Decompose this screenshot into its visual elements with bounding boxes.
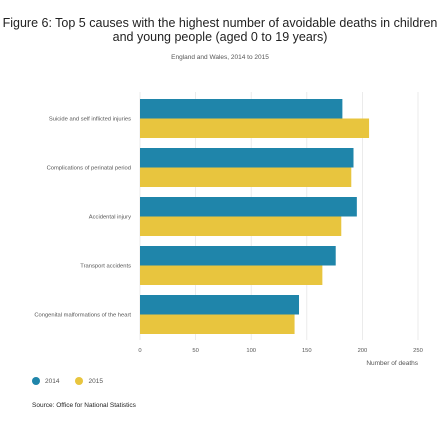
bar-2015	[140, 216, 342, 236]
bar-2015	[140, 118, 370, 138]
legend-item-2015: 2015	[75, 377, 103, 385]
category-labels: Suicide and self inflicted injuries Compl…	[34, 117, 131, 319]
bar-2015	[140, 167, 352, 187]
category-label: Suicide and self inflicted injuries	[49, 117, 131, 123]
x-tick-label: 150	[302, 348, 312, 354]
bars	[140, 99, 370, 334]
chart-title: Figure 6: Top 5 causes with the highest …	[2, 16, 438, 44]
category-label: Transport accidents	[80, 264, 131, 270]
legend: 2014 2015	[32, 377, 103, 385]
bar-2014	[140, 197, 357, 217]
x-axis-title: Number of deaths	[366, 360, 418, 367]
legend-item-2014: 2014	[32, 377, 59, 385]
category-label: Accidental injury	[89, 215, 131, 221]
bar-2014	[140, 246, 336, 266]
bar-2015	[140, 265, 323, 285]
x-tick-label: 250	[413, 348, 423, 354]
legend-swatch-2015	[75, 377, 84, 385]
legend-swatch-2014	[32, 377, 40, 385]
bar-2015	[140, 314, 295, 334]
legend-label-2014: 2014	[45, 377, 60, 385]
category-label: Congenital malformations of the heart	[34, 313, 131, 319]
x-tick-label: 200	[358, 348, 368, 354]
chart-subtitle: England and Wales, 2014 to 2015	[171, 54, 269, 61]
x-tick-label: 100	[246, 348, 256, 354]
category-label: Complications of perinatal period	[47, 166, 131, 172]
legend-label-2015: 2015	[88, 377, 103, 385]
bar-2014	[140, 295, 300, 315]
bar-2014	[140, 99, 343, 119]
x-tick-label: 0	[138, 348, 141, 354]
bar-2014	[140, 148, 354, 168]
source-note: Source: Office for National Statistics	[32, 402, 136, 409]
x-tick-label: 50	[192, 348, 198, 354]
x-tick-labels: 0 50 100 150 200 250	[138, 348, 422, 354]
